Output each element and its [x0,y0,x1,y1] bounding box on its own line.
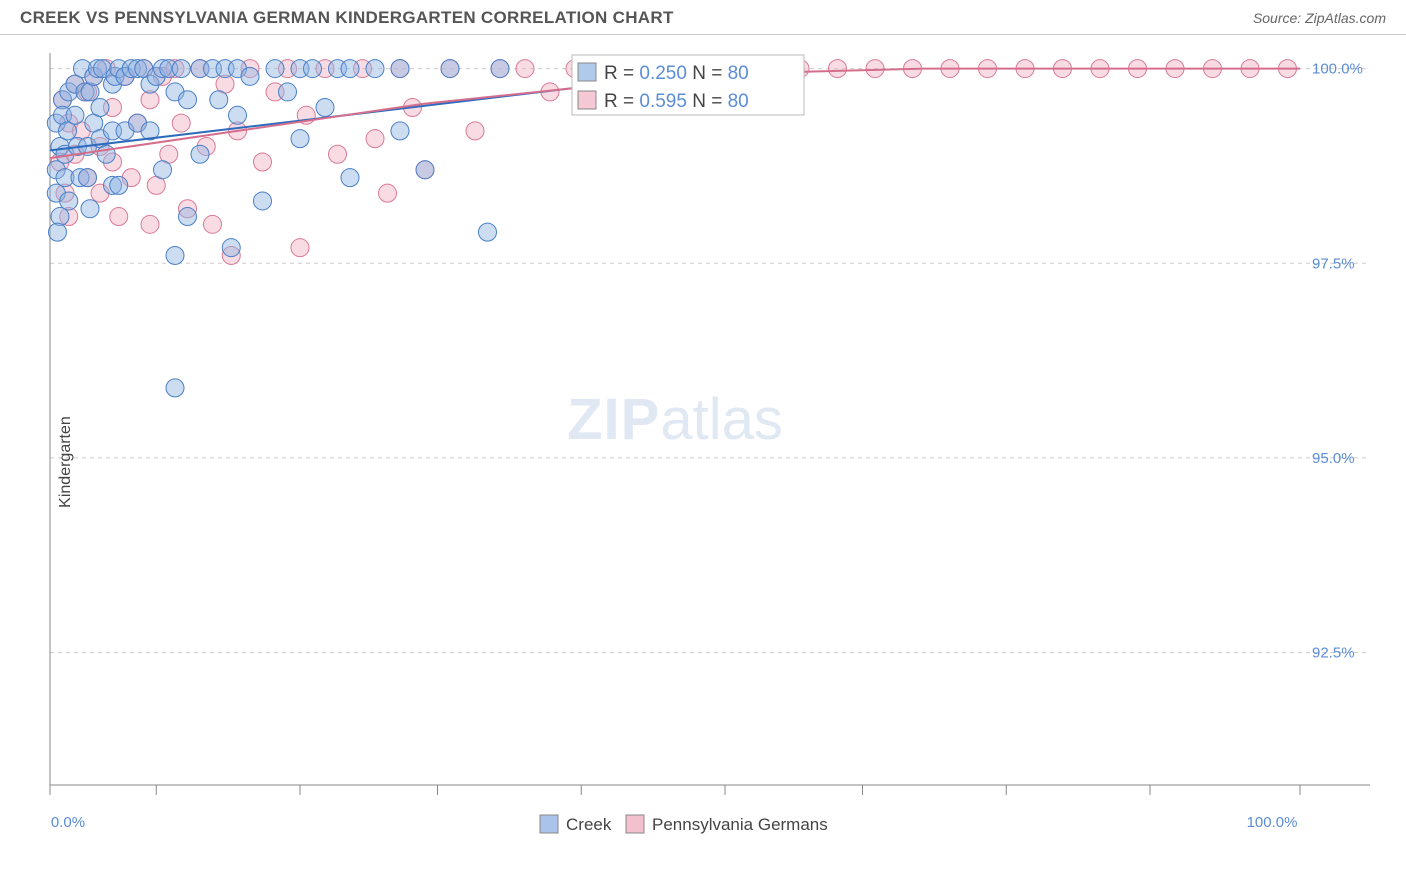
data-point [179,91,197,109]
data-point [866,60,884,78]
data-point [279,83,297,101]
data-point [172,114,190,132]
data-point [81,200,99,218]
data-point [391,60,409,78]
data-point [141,215,159,233]
chart-header: CREEK VS PENNSYLVANIA GERMAN KINDERGARTE… [0,0,1406,35]
data-point [49,223,67,241]
data-point [466,122,484,140]
data-point [291,239,309,257]
data-point [81,83,99,101]
data-point [166,379,184,397]
stat-row: R = 0.595 N = 80 [604,91,749,112]
y-axis-label: Kindergarten [57,416,75,508]
data-point [441,60,459,78]
x-tick-label: 0.0% [51,814,85,831]
data-point [366,60,384,78]
chart-title: CREEK VS PENNSYLVANIA GERMAN KINDERGARTE… [20,8,674,28]
data-point [60,192,78,210]
legend-label: Creek [566,815,612,834]
data-point [254,153,272,171]
data-point [391,122,409,140]
data-point [491,60,509,78]
data-point [154,161,172,179]
data-point [79,169,97,187]
data-point [241,67,259,85]
data-point [172,60,190,78]
data-point [479,223,497,241]
data-point [266,60,284,78]
y-tick-label: 95.0% [1312,450,1355,467]
data-point [97,145,115,163]
y-tick-label: 92.5% [1312,645,1355,662]
data-point [416,161,434,179]
x-tick-label: 100.0% [1247,814,1298,831]
stat-row: R = 0.250 N = 80 [604,63,749,84]
data-point [829,60,847,78]
data-point [291,130,309,148]
chart-area: Kindergarten 100.0% 97.5% 95.0% 92.5% ZIPatl… [0,35,1406,889]
data-point [191,145,209,163]
data-point [304,60,322,78]
watermark: ZIPatlas [567,387,783,452]
data-point [166,246,184,264]
y-tick-label: 100.0% [1312,61,1363,78]
data-point [110,176,128,194]
data-point [341,169,359,187]
data-point [341,60,359,78]
y-tick-label: 97.5% [1312,255,1355,272]
data-point [316,99,334,117]
legend-label: Pennsylvania Germans [652,815,828,834]
legend: Creek Pennsylvania Germans [540,815,828,834]
data-point [91,99,109,117]
data-point [329,145,347,163]
data-point [51,208,69,226]
data-point [110,208,128,226]
data-point [379,184,397,202]
data-point [366,130,384,148]
data-point [254,192,272,210]
data-point [179,208,197,226]
data-point [210,91,228,109]
scatter-chart-svg: 100.0% 97.5% 95.0% 92.5% ZIPatlas 0.0% 100.0% R… [0,35,1406,889]
data-point [229,106,247,124]
data-point [204,215,222,233]
data-point [516,60,534,78]
stats-box: R = 0.250 N = 80 R = 0.595 N = 80 [572,55,804,115]
data-point [66,106,84,124]
data-point [222,239,240,257]
source-attribution: Source: ZipAtlas.com [1253,10,1386,26]
